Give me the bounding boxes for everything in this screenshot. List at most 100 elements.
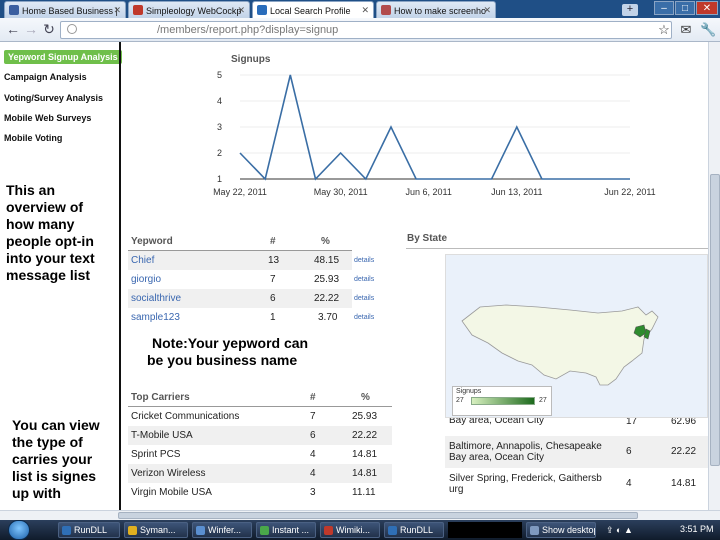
carrier-pct: 22.22 bbox=[352, 430, 378, 441]
forward-arrow-icon: → bbox=[24, 21, 38, 37]
tab-local-search-profile[interactable]: Local Search Profile ✕ bbox=[252, 1, 374, 18]
yepword-name-link[interactable]: sample123 bbox=[131, 312, 180, 323]
table-row: Virgin Mobile USA 3 11.11 bbox=[128, 483, 392, 502]
close-tab-icon[interactable]: ✕ bbox=[237, 5, 245, 15]
table-row: sample123 1 3.70 details bbox=[128, 308, 374, 327]
table-header-row: Yepword # % bbox=[128, 232, 380, 251]
taskbar-item-show-desktop[interactable]: Show desktop bbox=[526, 522, 596, 538]
horizontal-scrollbar[interactable] bbox=[0, 510, 720, 520]
details-link[interactable]: details bbox=[354, 276, 375, 283]
new-tab-button[interactable]: + bbox=[622, 4, 638, 16]
yepword-pct: 48.15 bbox=[314, 255, 340, 266]
yepword-count: 7 bbox=[270, 274, 276, 285]
redacted-taskbar-item bbox=[448, 522, 522, 538]
tab-strip: Home Based Business | ✕ Simpleology WebCo… bbox=[0, 0, 720, 18]
taskbar-item-symantec[interactable]: Syman... bbox=[124, 522, 188, 538]
table-row: Sprint PCS 4 14.81 bbox=[128, 445, 392, 464]
state-region-name: Bay area, Ocean City bbox=[449, 415, 545, 426]
sidebar-item-campaign-analysis[interactable]: Campaign Analysis bbox=[4, 72, 87, 82]
browser-toolbar: ← → ↻ /members/report.php?display=signup… bbox=[0, 18, 720, 42]
sidebar-item-yepword-signup-analysis[interactable]: Yepword Signup Analysis bbox=[4, 50, 122, 64]
sidebar-item-mobile-web-surveys[interactable]: Mobile Web Surveys bbox=[4, 113, 92, 123]
yepword-pct: 3.70 bbox=[318, 312, 338, 323]
horizontal-scroll-thumb[interactable] bbox=[118, 512, 638, 519]
y-tick-label: 1 bbox=[217, 174, 222, 184]
table-row: socialthrive 6 22.22 details bbox=[128, 289, 374, 308]
col-header-count: # bbox=[310, 392, 316, 403]
y-tick-label: 4 bbox=[217, 96, 222, 106]
taskbar-item-winfer[interactable]: Winfer... bbox=[192, 522, 252, 538]
wrench-icon[interactable]: 🔧 bbox=[700, 22, 717, 37]
page-content: Yepword Signup Analysis Campaign Analysi… bbox=[0, 42, 708, 510]
app-icon bbox=[196, 526, 205, 535]
mail-icon[interactable]: ✉ bbox=[680, 22, 692, 37]
details-link[interactable]: details bbox=[354, 257, 375, 264]
address-bar[interactable]: /members/report.php?display=signup bbox=[60, 21, 672, 39]
map-legend-label: Signups bbox=[456, 388, 482, 395]
x-tick-label: Jun 13, 2011 bbox=[491, 187, 542, 197]
tab-home-based-business[interactable]: Home Based Business | ✕ bbox=[4, 1, 126, 18]
state-count: 4 bbox=[626, 478, 632, 489]
annotation-yepword-note: Note:Your yepword can be you business na… bbox=[147, 335, 309, 368]
taskbar-item-rundll[interactable]: RunDLL bbox=[58, 522, 120, 538]
maximize-button[interactable]: □ bbox=[675, 1, 695, 15]
vertical-scrollbar[interactable] bbox=[708, 42, 720, 510]
taskbar-item-label: Show desktop bbox=[542, 525, 596, 535]
carrier-name: Virgin Mobile USA bbox=[131, 487, 212, 498]
details-link[interactable]: details bbox=[354, 295, 375, 302]
y-tick-label: 5 bbox=[217, 70, 222, 80]
close-tab-icon[interactable]: ✕ bbox=[483, 5, 491, 15]
table-row: Baltimore, Annapolis, Chesapeake Bay are… bbox=[445, 436, 708, 468]
carrier-pct: 14.81 bbox=[352, 468, 378, 479]
close-tab-icon[interactable]: ✕ bbox=[113, 5, 121, 15]
map-legend-min: 27 bbox=[456, 397, 464, 404]
carrier-name: Verizon Wireless bbox=[131, 468, 206, 479]
forward-button[interactable]: → bbox=[22, 21, 40, 39]
by-state-divider bbox=[406, 248, 708, 249]
sidebar-item-mobile-voting[interactable]: Mobile Voting bbox=[4, 133, 63, 143]
close-tab-icon[interactable]: ✕ bbox=[361, 5, 369, 15]
state-count: 17 bbox=[626, 416, 638, 427]
close-window-button[interactable]: ✕ bbox=[696, 1, 718, 15]
minimize-button[interactable]: – bbox=[654, 1, 674, 15]
tab-simpleology[interactable]: Simpleology WebCockp ✕ bbox=[128, 1, 250, 18]
carrier-count: 6 bbox=[310, 430, 316, 441]
taskbar-item-wimiki[interactable]: Wimiki... bbox=[320, 522, 380, 538]
yepword-count: 6 bbox=[270, 293, 276, 304]
sidebar-item-voting-survey-analysis[interactable]: Voting/Survey Analysis bbox=[4, 93, 104, 103]
taskbar-item-instant[interactable]: Instant ... bbox=[256, 522, 316, 538]
carrier-count: 7 bbox=[310, 411, 316, 422]
state-region-name: Baltimore, Annapolis, Chesapeake Bay are… bbox=[449, 441, 602, 463]
by-state-title: By State bbox=[407, 233, 448, 244]
state-region-name: Silver Spring, Frederick, Gaithersb urg bbox=[449, 473, 602, 495]
back-arrow-icon: ← bbox=[6, 21, 20, 37]
carrier-count: 3 bbox=[310, 487, 316, 498]
us-map[interactable]: Signups 27 27 bbox=[445, 254, 708, 418]
taskbar-item-label: RunDLL bbox=[74, 525, 108, 535]
reload-button[interactable]: ↻ bbox=[40, 21, 58, 39]
app-icon bbox=[62, 526, 71, 535]
table-row: Chief 13 48.15 details bbox=[128, 251, 374, 270]
yepword-name-link[interactable]: socialthrive bbox=[131, 293, 182, 304]
vertical-scroll-thumb[interactable] bbox=[710, 174, 720, 466]
carrier-pct: 25.93 bbox=[352, 411, 378, 422]
taskbar-item-label: Syman... bbox=[140, 525, 176, 535]
yepword-name-link[interactable]: Chief bbox=[131, 255, 155, 266]
star-icon[interactable]: ☆ bbox=[658, 22, 670, 37]
header-divider bbox=[128, 406, 392, 407]
carrier-pct: 14.81 bbox=[352, 449, 378, 460]
yepword-count: 13 bbox=[268, 255, 280, 266]
map-legend-max: 27 bbox=[539, 397, 547, 404]
start-button[interactable] bbox=[8, 520, 30, 540]
delaware-region bbox=[643, 328, 651, 340]
tray-icons[interactable]: ⇪ ◐ ▲ bbox=[606, 525, 633, 535]
taskbar-item-rundll-2[interactable]: RunDLL bbox=[384, 522, 444, 538]
annotation-optin-overview: This an overview of how many people opt-… bbox=[6, 182, 95, 283]
table-row: Bay area, Ocean City 17 62.96 bbox=[445, 406, 708, 436]
tab-how-to-make-screenshot[interactable]: How to make screenho ✕ bbox=[376, 1, 496, 18]
details-link[interactable]: details bbox=[354, 314, 375, 321]
yepword-name-link[interactable]: giorgio bbox=[131, 274, 162, 285]
back-button[interactable]: ← bbox=[4, 21, 22, 39]
signups-chart: Signups 1 2 3 4 5 May 22, 2011 May 30, 2011 Ju… bbox=[213, 54, 656, 197]
col-header-yepword: Yepword bbox=[131, 236, 173, 247]
